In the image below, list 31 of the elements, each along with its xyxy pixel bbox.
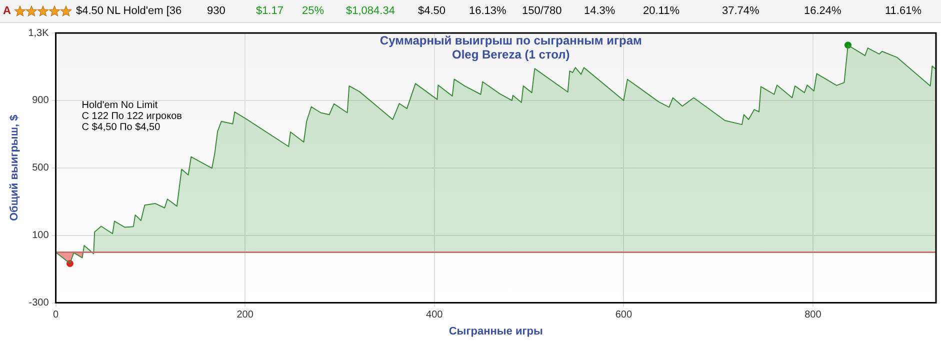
text: 20.11% xyxy=(643,5,680,17)
annotation: С 122 По 122 игроков xyxy=(82,110,182,122)
text: 930 xyxy=(207,5,226,17)
y-tick-label: -300 xyxy=(28,298,50,309)
y-axis-title: Общий выигрыш, $ xyxy=(8,114,21,222)
text: 25% xyxy=(302,5,324,17)
text: 150/780 xyxy=(522,5,562,17)
text: 37.74% xyxy=(722,5,760,17)
y-tick-label: 500 xyxy=(32,162,50,174)
y-tick-label: 900 xyxy=(32,95,50,106)
text: $1.17 xyxy=(256,5,284,17)
text: $4.50 NL Hold'em [36 xyxy=(76,5,182,17)
text: 16.24% xyxy=(804,5,842,17)
y-tick-label: 100 xyxy=(32,230,50,242)
text: 11.61% xyxy=(885,5,922,17)
text: 14.3% xyxy=(584,5,616,17)
x-tick-label: 400 xyxy=(426,310,444,321)
chart-title: Суммарный выигрыш по сыгранным играм xyxy=(380,33,642,48)
x-tick-label: 200 xyxy=(236,310,254,321)
x-tick-label: 0 xyxy=(52,310,59,321)
x-tick-label: 800 xyxy=(804,310,822,321)
x-tick-label: 600 xyxy=(615,310,632,321)
annotation: Hold'em No Limit xyxy=(82,100,158,111)
annotation: С $4,50 По $4,50 xyxy=(82,122,161,133)
text: 16.13% xyxy=(469,5,506,17)
text: $1,084.34 xyxy=(346,5,395,17)
y-tick-label: 1,3K xyxy=(28,28,50,39)
x-axis-title: Сыгранные игры xyxy=(448,325,543,338)
text: A xyxy=(3,5,11,17)
text: $4.50 xyxy=(418,5,446,17)
text: Oleg Bereza (1 стол) xyxy=(452,47,570,62)
